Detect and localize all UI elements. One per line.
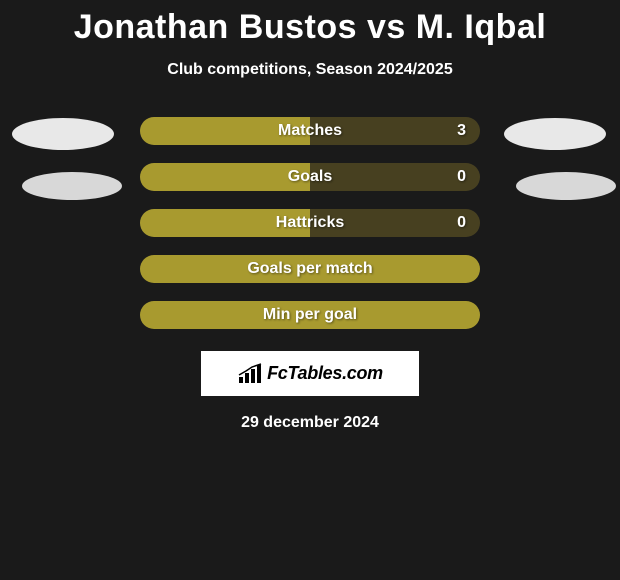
date-text: 29 december 2024	[0, 414, 620, 432]
stat-value: 0	[457, 214, 466, 232]
stats-list: Matches 3 Goals 0 Hattricks 0 Goals per …	[0, 117, 620, 329]
stat-value: 0	[457, 168, 466, 186]
stat-label: Matches	[278, 122, 342, 140]
source-badge: FcTables.com	[201, 351, 419, 396]
stat-label: Hattricks	[276, 214, 344, 232]
stat-label: Goals	[288, 168, 332, 186]
stat-row-min-per-goal: Min per goal	[140, 301, 480, 329]
stat-value: 3	[457, 122, 466, 140]
stat-row-goals: Goals 0	[140, 163, 480, 191]
chart-icon	[237, 363, 265, 385]
page-title: Jonathan Bustos vs M. Iqbal	[0, 0, 620, 47]
stat-row-matches: Matches 3	[140, 117, 480, 145]
page-subtitle: Club competitions, Season 2024/2025	[0, 61, 620, 79]
stat-row-goals-per-match: Goals per match	[140, 255, 480, 283]
stat-label: Min per goal	[263, 306, 357, 324]
stat-label: Goals per match	[247, 260, 372, 278]
stat-row-hattricks: Hattricks 0	[140, 209, 480, 237]
badge-text: FcTables.com	[267, 363, 383, 384]
